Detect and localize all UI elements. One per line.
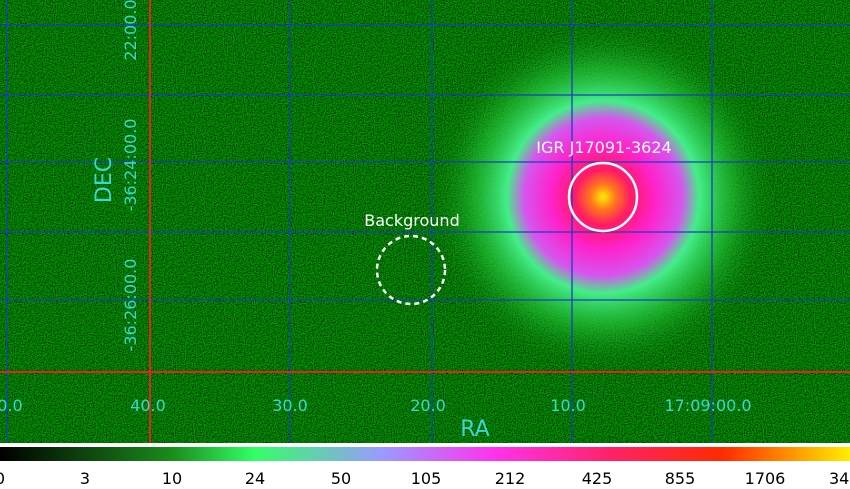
x-tick-label: 30.0: [272, 396, 308, 415]
colorbar-label: 50: [331, 469, 351, 488]
region-label: Background: [364, 211, 459, 230]
x-tick-label: 0.0: [0, 396, 23, 415]
source-region: [567, 161, 639, 233]
x-tick-label: 17:09:00.0: [664, 396, 751, 415]
y-tick-label: 22:00.0: [121, 0, 140, 61]
source-glow: [428, 27, 778, 367]
x-tick-label: 20.0: [410, 396, 446, 415]
background-region: [375, 234, 447, 306]
x-tick-label: 40.0: [130, 396, 166, 415]
x-tick-label: 10.0: [550, 396, 586, 415]
axes-lines: [0, 0, 850, 443]
colorbar-label: 3: [80, 469, 90, 488]
colorbar: [0, 447, 850, 461]
colorbar-label: 34: [829, 469, 849, 488]
colorbar-label: 1706: [745, 469, 786, 488]
colorbar-labels: 0 3 10 24 50 105 212 425 855 1706 34: [0, 469, 849, 488]
region-label: IGR J17091-3624: [536, 138, 671, 157]
y-tick-label: -36:24:00.0: [121, 119, 140, 212]
colorbar-label: 10: [162, 469, 182, 488]
colorbar-label: 212: [495, 469, 526, 488]
y-axis-label: DEC: [92, 157, 117, 203]
colorbar-label: 855: [665, 469, 696, 488]
grid: [0, 0, 850, 443]
colorbar-label: 24: [245, 469, 265, 488]
colorbar-label: 105: [411, 469, 442, 488]
colorbar-label: 425: [582, 469, 613, 488]
x-axis-label: RA: [460, 417, 489, 442]
colorbar-label: 0: [0, 469, 5, 488]
y-tick-label: -36:26:00.0: [121, 259, 140, 352]
